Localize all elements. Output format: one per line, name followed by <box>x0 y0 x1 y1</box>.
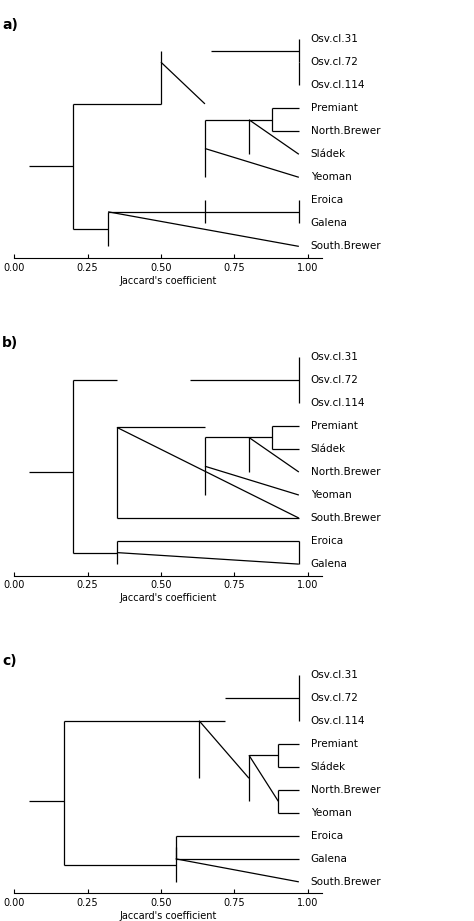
Text: c): c) <box>2 654 17 668</box>
Text: South.Brewer: South.Brewer <box>310 877 381 887</box>
Text: Osv.cl.114: Osv.cl.114 <box>310 716 365 726</box>
Text: Sládek: Sládek <box>310 149 346 159</box>
Text: Eroica: Eroica <box>310 195 343 205</box>
Text: Galena: Galena <box>310 218 347 228</box>
Text: North.Brewer: North.Brewer <box>310 785 380 795</box>
Text: Osv.cl.31: Osv.cl.31 <box>310 352 358 362</box>
Text: South.Brewer: South.Brewer <box>310 513 381 523</box>
X-axis label: Jaccard's coefficient: Jaccard's coefficient <box>119 593 217 603</box>
Text: Eroica: Eroica <box>310 831 343 841</box>
Text: Galena: Galena <box>310 559 347 569</box>
Text: Sládek: Sládek <box>310 444 346 454</box>
Text: Eroica: Eroica <box>310 536 343 546</box>
Text: Osv.cl.72: Osv.cl.72 <box>310 693 358 703</box>
X-axis label: Jaccard's coefficient: Jaccard's coefficient <box>119 911 217 921</box>
Text: North.Brewer: North.Brewer <box>310 126 380 136</box>
X-axis label: Jaccard's coefficient: Jaccard's coefficient <box>119 275 217 286</box>
Text: Premiant: Premiant <box>310 421 357 431</box>
Text: Osv.cl.114: Osv.cl.114 <box>310 80 365 90</box>
Text: Yeoman: Yeoman <box>310 490 351 500</box>
Text: Osv.cl.72: Osv.cl.72 <box>310 375 358 385</box>
Text: Premiant: Premiant <box>310 739 357 749</box>
Text: b): b) <box>2 336 18 350</box>
Text: Sládek: Sládek <box>310 762 346 772</box>
Text: Osv.cl.114: Osv.cl.114 <box>310 398 365 408</box>
Text: South.Brewer: South.Brewer <box>310 241 381 251</box>
Text: Yeoman: Yeoman <box>310 172 351 182</box>
Text: Galena: Galena <box>310 854 347 864</box>
Text: a): a) <box>2 18 18 32</box>
Text: Premiant: Premiant <box>310 103 357 113</box>
Text: Osv.cl.72: Osv.cl.72 <box>310 57 358 67</box>
Text: Yeoman: Yeoman <box>310 808 351 818</box>
Text: Osv.cl.31: Osv.cl.31 <box>310 34 358 44</box>
Text: Osv.cl.31: Osv.cl.31 <box>310 670 358 680</box>
Text: North.Brewer: North.Brewer <box>310 467 380 477</box>
